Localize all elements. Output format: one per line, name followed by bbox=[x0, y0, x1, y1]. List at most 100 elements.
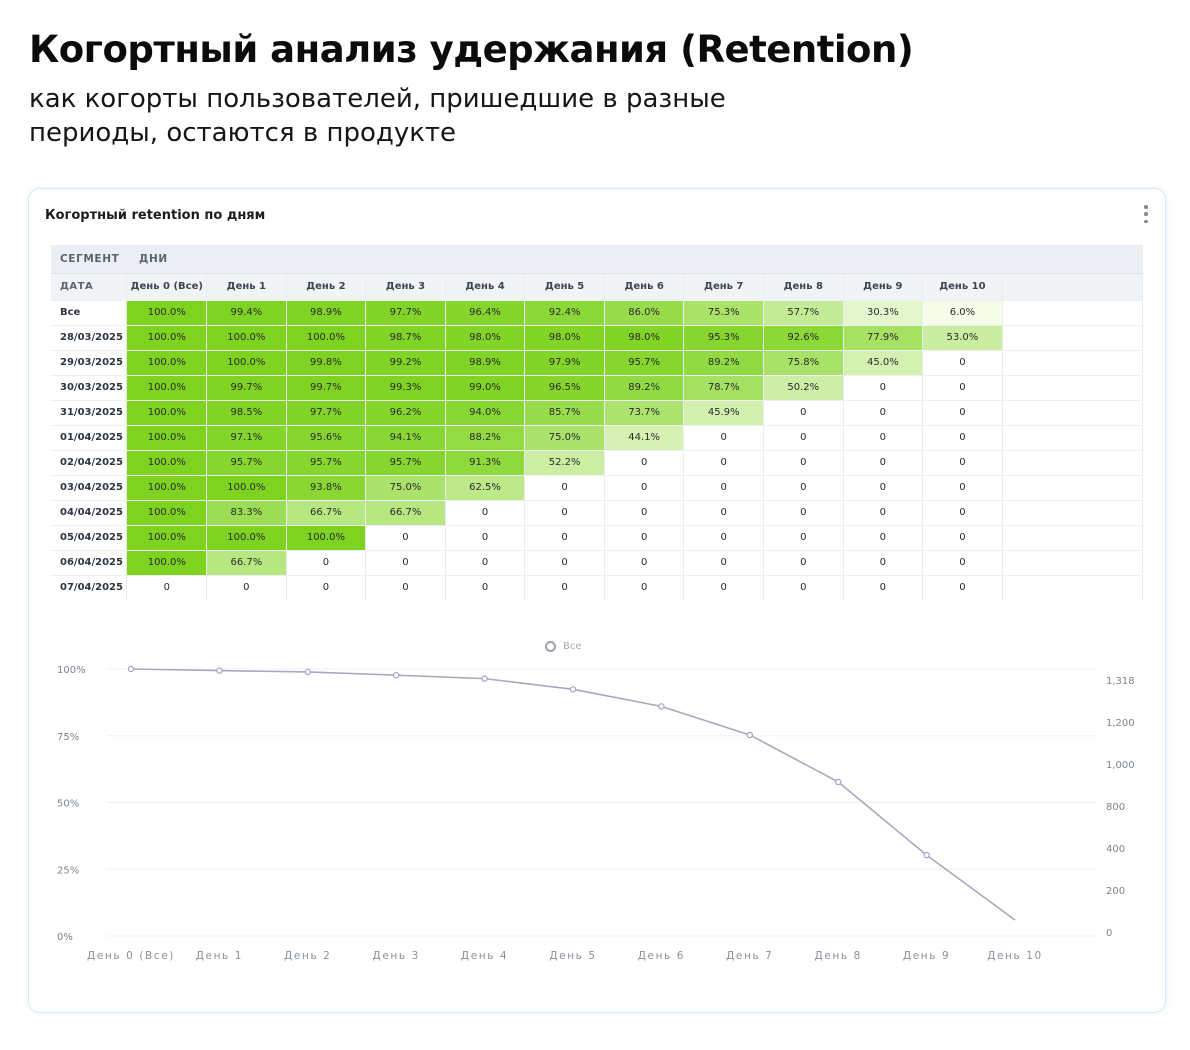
row-filler bbox=[1002, 550, 1143, 576]
retention-cell: 93.8% bbox=[286, 475, 367, 501]
row-filler bbox=[1002, 500, 1143, 526]
retention-cell: 0 bbox=[286, 575, 367, 600]
row-date: 02/04/2025 bbox=[51, 450, 128, 476]
retention-cell: 98.9% bbox=[445, 350, 526, 376]
retention-cell: 100.0% bbox=[126, 350, 208, 376]
data-point bbox=[127, 665, 135, 673]
retention-cell: 0 bbox=[524, 475, 605, 501]
column-header[interactable]: День 6 bbox=[604, 274, 685, 301]
days-label[interactable]: ДНИ bbox=[139, 253, 168, 265]
table-header-row: ДАТА День 0 (Все) День 1 День 2 День 3 День 4… bbox=[51, 274, 1143, 301]
y2-tick-label: 400 bbox=[1106, 844, 1125, 855]
retention-cell: 99.4% bbox=[206, 300, 287, 326]
row-filler bbox=[1002, 425, 1143, 451]
more-menu-icon[interactable] bbox=[1143, 205, 1149, 223]
retention-cell: 0 bbox=[843, 575, 924, 600]
retention-cell: 86.0% bbox=[604, 300, 685, 326]
row-filler bbox=[1002, 525, 1143, 551]
retention-cell: 99.8% bbox=[286, 350, 367, 376]
column-header[interactable]: День 4 bbox=[445, 274, 526, 301]
row-date: 31/03/2025 bbox=[51, 400, 128, 426]
retention-cell: 0 bbox=[524, 500, 605, 526]
data-point bbox=[835, 778, 842, 786]
data-point bbox=[658, 703, 665, 710]
row-date: 07/04/2025 bbox=[51, 575, 128, 600]
retention-cell: 0 bbox=[365, 550, 446, 576]
row-filler bbox=[1002, 400, 1143, 426]
y-tick-label: 0% bbox=[57, 932, 73, 943]
retention-cell: 95.6% bbox=[286, 425, 367, 451]
retention-cell: 0 bbox=[445, 525, 526, 551]
chart-legend[interactable]: Все bbox=[545, 641, 582, 652]
retention-cell: 100.0% bbox=[126, 325, 208, 351]
row-filler bbox=[1002, 375, 1143, 401]
row-date: 29/03/2025 bbox=[51, 350, 128, 376]
retention-cell: 98.7% bbox=[365, 325, 446, 351]
row-date: 03/04/2025 bbox=[51, 475, 128, 501]
retention-cell: 0 bbox=[763, 450, 844, 476]
column-header[interactable]: День 10 bbox=[922, 274, 1003, 301]
column-header[interactable]: День 7 bbox=[683, 274, 764, 301]
retention-cell: 53.0% bbox=[922, 325, 1003, 351]
column-header[interactable]: День 5 bbox=[524, 274, 605, 301]
retention-cell: 100.0% bbox=[126, 475, 208, 501]
retention-cell: 0 bbox=[843, 450, 924, 476]
data-point bbox=[481, 675, 488, 682]
segment-header-row: СЕГМЕНТ ДНИ bbox=[51, 245, 1143, 274]
retention-cell: 30.3% bbox=[843, 300, 924, 326]
retention-cell: 99.7% bbox=[286, 375, 367, 401]
x-tick-label: День 5 bbox=[549, 950, 596, 962]
row-filler bbox=[1002, 300, 1143, 326]
y2-tick-label: 1,318 bbox=[1106, 676, 1135, 687]
retention-cell: 0 bbox=[524, 525, 605, 551]
retention-cell: 0 bbox=[445, 575, 526, 600]
column-header[interactable]: День 0 (Все) bbox=[126, 274, 208, 301]
retention-cell: 0 bbox=[683, 550, 764, 576]
retention-cell: 100.0% bbox=[206, 475, 287, 501]
retention-cell: 0 bbox=[604, 475, 685, 501]
column-header[interactable]: День 2 bbox=[286, 274, 367, 301]
column-header[interactable]: День 3 bbox=[365, 274, 446, 301]
y-tick-label: 75% bbox=[57, 732, 79, 743]
retention-cell: 0 bbox=[922, 450, 1003, 476]
retention-cell: 100.0% bbox=[126, 425, 208, 451]
retention-cell: 0 bbox=[445, 550, 526, 576]
retention-cell: 0 bbox=[604, 575, 685, 600]
retention-table: СЕГМЕНТ ДНИ ДАТА День 0 (Все) День 1 День 2… bbox=[51, 245, 1143, 600]
y2-tick-label: 1,000 bbox=[1106, 760, 1135, 771]
retention-cell: 0 bbox=[286, 550, 367, 576]
row-date: 28/03/2025 bbox=[51, 325, 128, 351]
column-header[interactable]: День 8 bbox=[763, 274, 844, 301]
retention-cell: 44.1% bbox=[604, 425, 685, 451]
segment-label[interactable]: СЕГМЕНТ bbox=[60, 253, 120, 265]
row-date: 06/04/2025 bbox=[51, 550, 128, 576]
row-date: 01/04/2025 bbox=[51, 425, 128, 451]
retention-cell: 97.7% bbox=[286, 400, 367, 426]
table-row: 03/04/2025 100.0% 100.0% 93.8% 75.0% 62.5% 0 0 0… bbox=[51, 475, 1143, 501]
retention-cell: 0 bbox=[922, 575, 1003, 600]
retention-cell: 0 bbox=[604, 550, 685, 576]
column-header[interactable]: День 1 bbox=[206, 274, 287, 301]
retention-cell: 95.7% bbox=[206, 450, 287, 476]
legend-label: Все bbox=[563, 641, 582, 652]
retention-cell: 89.2% bbox=[683, 350, 764, 376]
column-header[interactable]: День 9 bbox=[843, 274, 924, 301]
retention-cell: 85.7% bbox=[524, 400, 605, 426]
x-tick-label: День 0 (Все) bbox=[87, 950, 175, 962]
retention-cell: 50.2% bbox=[763, 375, 844, 401]
retention-cell: 0 bbox=[683, 450, 764, 476]
retention-cell: 0 bbox=[922, 525, 1003, 551]
retention-cell: 6.0% bbox=[922, 300, 1003, 326]
retention-cell: 0 bbox=[683, 475, 764, 501]
retention-cell: 75.8% bbox=[763, 350, 844, 376]
column-header-date[interactable]: ДАТА bbox=[51, 274, 128, 301]
retention-cell: 57.7% bbox=[763, 300, 844, 326]
retention-cell: 0 bbox=[922, 400, 1003, 426]
table-row: 04/04/2025 100.0% 83.3% 66.7% 66.7% 0 0 0 0 0 0 0 bbox=[51, 500, 1143, 526]
retention-cell: 75.0% bbox=[524, 425, 605, 451]
row-filler bbox=[1002, 350, 1143, 376]
x-tick-label: День 9 bbox=[903, 950, 950, 962]
retention-cell: 0 bbox=[843, 400, 924, 426]
retention-cell: 0 bbox=[763, 500, 844, 526]
card-title: Когортный retention по дням bbox=[45, 208, 266, 223]
